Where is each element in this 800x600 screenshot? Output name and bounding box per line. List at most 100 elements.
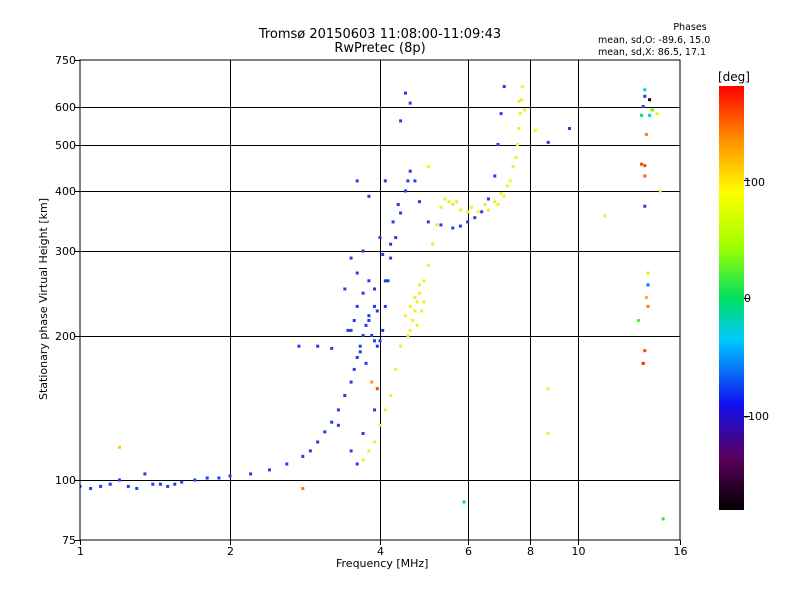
data-point [391, 220, 395, 224]
data-point [358, 350, 362, 354]
data-point [394, 236, 398, 240]
data-point [330, 346, 334, 350]
x-tick-label: 2 [227, 545, 234, 558]
x-tick-label: 16 [673, 545, 688, 558]
data-point [406, 334, 410, 337]
x-tick-label: 1 [77, 545, 84, 558]
data-point [349, 256, 353, 260]
data-point [126, 484, 130, 488]
data-point [493, 174, 497, 178]
data-point [349, 380, 353, 384]
data-point [373, 339, 376, 343]
data-point [364, 323, 368, 327]
y-tick-label: 300 [55, 244, 76, 258]
data-point [658, 189, 662, 193]
data-point [451, 203, 455, 206]
data-point [406, 179, 410, 183]
data-point [249, 472, 253, 476]
data-point [89, 487, 93, 490]
data-point [476, 210, 480, 214]
colorbar-tick-label: 0 [744, 292, 751, 305]
data-point [517, 99, 521, 103]
data-point [641, 105, 645, 108]
data-point [381, 253, 385, 256]
x-tick-label: 4 [377, 545, 384, 558]
data-point [352, 319, 356, 322]
data-point [486, 197, 490, 201]
data-point [493, 200, 497, 204]
data-point [361, 249, 365, 253]
data-point [644, 132, 648, 136]
data-point [80, 484, 82, 488]
data-point [523, 108, 526, 112]
data-point [408, 169, 412, 173]
data-point [568, 127, 571, 130]
data-point [378, 339, 382, 343]
data-point [466, 210, 470, 214]
data-point [99, 484, 103, 488]
data-point [118, 445, 121, 449]
data-point [426, 220, 430, 224]
y-tick-label: 750 [55, 53, 76, 67]
data-point [643, 94, 647, 98]
colorbar-ticks [744, 180, 750, 417]
chart-title: Tromsø 20150603 11:08:00-11:09:43 [258, 27, 502, 42]
data-point [361, 291, 365, 295]
data-point [451, 226, 455, 230]
data-point [415, 323, 419, 327]
data-point [285, 462, 289, 466]
data-point [180, 480, 184, 484]
data-point [643, 349, 647, 353]
y-tick-label: 600 [55, 100, 76, 114]
data-point [383, 179, 387, 183]
data-point [422, 279, 426, 283]
grid-lines [80, 60, 680, 540]
data-point [483, 203, 487, 206]
data-point [643, 174, 647, 178]
colorbar [719, 86, 744, 510]
data-point [408, 101, 412, 105]
data-point [502, 85, 506, 89]
data-point [603, 214, 607, 218]
data-point [661, 517, 665, 521]
data-point [480, 210, 484, 214]
data-point [343, 394, 347, 397]
data-point [375, 387, 379, 391]
data-point [349, 449, 353, 453]
data-point [655, 112, 659, 116]
data-point [499, 192, 503, 196]
data-point [517, 127, 521, 130]
data-point [469, 205, 473, 209]
data-point [301, 487, 305, 490]
data-point [394, 367, 398, 371]
data-point [643, 204, 647, 208]
data-point [396, 203, 400, 206]
data-point [367, 449, 371, 453]
data-point [386, 279, 390, 283]
data-point [458, 208, 462, 212]
y-tick-label: 400 [55, 184, 76, 198]
phases-o-stats: mean, sd,O: -89.6, 15.0 [598, 35, 711, 46]
data-point [404, 314, 407, 318]
data-point [648, 98, 652, 102]
data-point [355, 356, 359, 359]
data-point [411, 319, 415, 322]
data-point [361, 432, 365, 435]
data-point [346, 328, 350, 332]
x-tick-label: 10 [571, 545, 586, 558]
data-point [418, 200, 421, 204]
data-point [462, 500, 466, 504]
data-point [378, 423, 382, 427]
data-point [466, 220, 470, 224]
data-point [646, 271, 650, 275]
data-point [420, 309, 424, 313]
data-point [361, 458, 365, 462]
chart-subtitle: RwPretec (8p) [334, 41, 426, 56]
data-point [383, 304, 387, 308]
data-point [308, 449, 312, 453]
data-point [418, 283, 421, 287]
data-point [316, 344, 320, 348]
data-point [373, 440, 376, 444]
data-point [399, 119, 403, 123]
